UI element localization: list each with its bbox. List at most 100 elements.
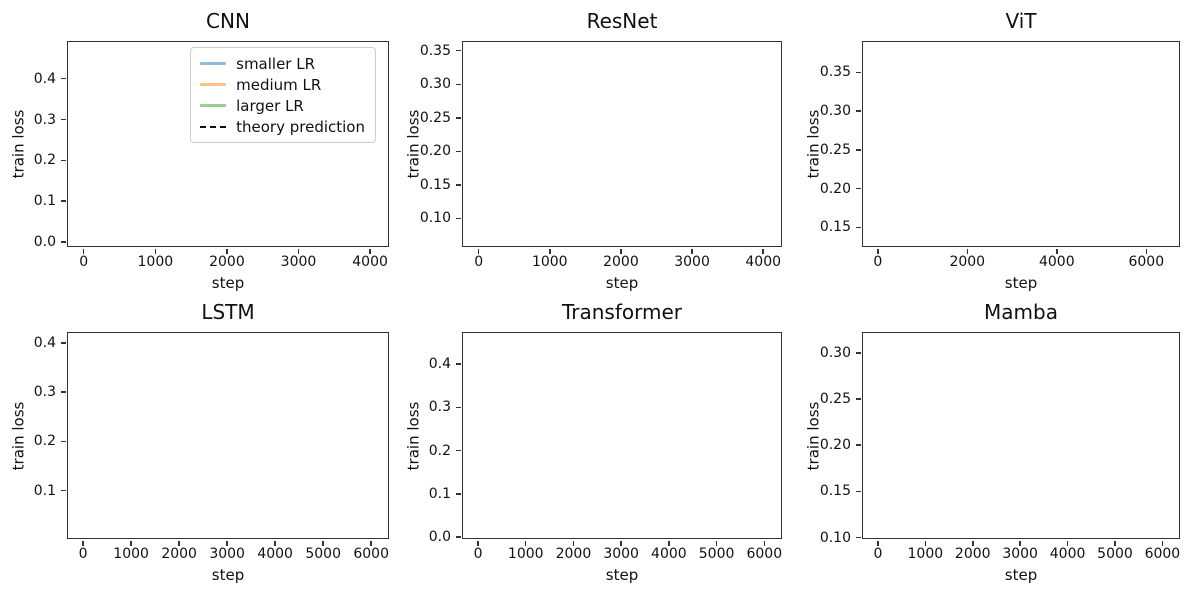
x-tick-label: 6000 [746, 546, 783, 562]
legend-item-label: smaller LR [236, 54, 316, 73]
y-tick-mark [855, 398, 861, 400]
x-tick-mark [1066, 541, 1069, 546]
y-tick-mark [855, 149, 861, 151]
y-tick-label: 0.3 [33, 111, 56, 128]
subplot-lstm-axes: LSTM train loss 0.1 0.2 0.3 0.4 0 1000 2000 3000 4… [9, 300, 389, 584]
x-tick-label: 2000 [954, 546, 991, 562]
y-tick-mark [455, 536, 461, 538]
legend-item: smaller LR [200, 53, 365, 74]
x-tick-mark [274, 541, 276, 546]
legend-item: medium LR [200, 74, 365, 95]
x-tick-label: 2000 [161, 546, 197, 562]
x-tick-label: 5000 [1097, 546, 1133, 562]
x-tick-mark [154, 249, 157, 254]
x-tick-label: 4000 [352, 254, 388, 270]
plot-title: ViT [1005, 9, 1037, 33]
x-tick-mark [297, 249, 300, 254]
x-tick-label: 6000 [1128, 254, 1165, 270]
y-tick-label: 0.1 [428, 485, 451, 502]
y-tick-mark [60, 77, 66, 80]
y-tick-mark [455, 184, 461, 186]
x-tick-mark [549, 249, 551, 254]
x-tick-mark [966, 249, 969, 254]
y-tick-mark [60, 241, 66, 243]
plot-title: LSTM [201, 300, 255, 324]
x-tick-label: 1000 [907, 546, 944, 562]
y-tick-mark [455, 150, 461, 153]
x-tick-mark [1056, 249, 1058, 254]
subplot-vit-axes: ViT train loss 0.15 0.20 0.25 0.30 0.35 0 2000 40… [804, 9, 1180, 292]
x-tick-label: 0 [873, 546, 883, 562]
x-tick-label: 3000 [209, 546, 245, 562]
y-tick-label: 0.0 [33, 233, 56, 250]
x-axis-label: step [1004, 566, 1038, 584]
y-tick-mark [60, 342, 66, 344]
x-tick-mark [572, 541, 575, 546]
y-tick-mark [60, 159, 66, 162]
x-tick-mark [924, 541, 927, 546]
x-tick-mark [668, 541, 670, 546]
x-tick-label: 0 [873, 254, 883, 270]
x-tick-mark [1145, 249, 1148, 254]
y-tick-label: 0.15 [819, 219, 851, 236]
x-tick-mark [972, 541, 974, 546]
y-axis-label-wrap: train loss [795, 333, 831, 538]
x-tick-mark [691, 249, 693, 254]
x-tick-label: 4000 [257, 546, 293, 562]
y-tick-label: 0.1 [33, 193, 56, 210]
y-tick-label: 0.20 [419, 143, 451, 160]
y-tick-mark [855, 71, 861, 73]
x-tick-label: 6000 [1144, 546, 1181, 562]
y-tick-label: 0.15 [819, 483, 851, 500]
y-tick-mark [455, 406, 461, 409]
y-tick-mark [855, 110, 861, 112]
plot-title: ResNet [586, 9, 658, 33]
legend-item: larger LR [200, 95, 365, 116]
y-tick-label: 0.3 [428, 399, 451, 416]
y-tick-mark [60, 440, 66, 443]
x-axis-label: step [605, 566, 639, 584]
y-tick-label: 0.30 [819, 344, 851, 361]
y-tick-mark [60, 489, 66, 492]
x-tick-label: 2000 [555, 546, 592, 562]
y-tick-label: 0.35 [419, 42, 451, 59]
y-tick-label: 0.4 [33, 334, 56, 351]
subplot-cnn-axes: CNN train loss 0.0 0.1 0.2 0.3 0.4 0 1000 2000 300… [9, 9, 389, 292]
y-tick-label: 0.30 [819, 103, 851, 120]
x-tick-label: 1000 [113, 546, 149, 562]
x-tick-label: 0 [474, 254, 484, 270]
y-tick-label: 0.2 [428, 442, 451, 459]
x-tick-label: 0 [473, 546, 483, 562]
x-tick-mark [877, 249, 879, 254]
x-tick-label: 0 [79, 254, 89, 270]
line-swatch [200, 62, 227, 65]
x-tick-mark [130, 541, 132, 546]
x-tick-mark [715, 541, 718, 546]
x-tick-mark [82, 541, 84, 546]
line-swatch [200, 104, 227, 107]
y-tick-label: 0.30 [419, 76, 451, 93]
y-tick-label: 0.1 [33, 482, 56, 499]
x-tick-label: 3000 [1002, 546, 1038, 562]
y-tick-label: 0.2 [33, 152, 56, 169]
y-tick-label: 0.10 [819, 529, 851, 546]
plot-title: Mamba [984, 300, 1058, 324]
x-tick-label: 4000 [1038, 254, 1075, 270]
x-tick-mark [1114, 541, 1116, 546]
x-axis-label: step [211, 566, 245, 584]
y-tick-label: 0.25 [819, 141, 851, 158]
x-tick-mark [370, 541, 372, 546]
subplot-mamba-axes: Mamba train loss 0.10 0.15 0.20 0.25 0.30 0 1000… [804, 300, 1180, 584]
y-tick-mark [455, 449, 461, 452]
x-tick-label: 3000 [603, 546, 639, 562]
y-tick-label: 0.20 [819, 437, 851, 454]
x-tick-mark [763, 541, 766, 546]
legend-box: smaller LR medium LR larger LR theory predi… [190, 47, 376, 143]
y-tick-mark [455, 493, 461, 495]
x-tick-label: 2000 [603, 254, 639, 270]
x-tick-label: 6000 [353, 546, 389, 562]
x-tick-mark [620, 541, 622, 546]
x-tick-mark [178, 541, 180, 546]
x-tick-label: 4000 [745, 254, 782, 270]
